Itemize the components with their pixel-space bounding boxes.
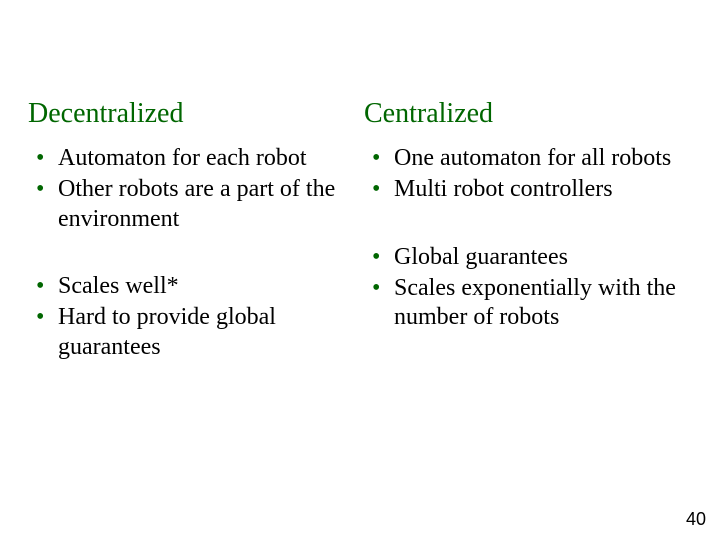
left-bullets-group-2: Scales well* Hard to provide global guar… (28, 272, 356, 362)
list-item: Hard to provide global guarantees (36, 303, 356, 362)
right-bullets-group-1: One automaton for all robots Multi robot… (364, 144, 692, 205)
left-heading: Decentralized (28, 98, 356, 130)
list-item: One automaton for all robots (372, 144, 692, 173)
list-item: Scales exponentially with the number of … (372, 274, 692, 333)
list-item: Other robots are a part of the environme… (36, 175, 356, 234)
left-column: Decentralized Automaton for each robot O… (28, 98, 356, 400)
two-column-layout: Decentralized Automaton for each robot O… (0, 0, 720, 400)
right-bullets-group-2: Global guarantees Scales exponentially w… (364, 243, 692, 333)
right-column: Centralized One automaton for all robots… (364, 98, 692, 400)
page-number: 40 (686, 509, 706, 530)
slide: Decentralized Automaton for each robot O… (0, 0, 720, 540)
list-item: Scales well* (36, 272, 356, 301)
list-item: Global guarantees (372, 243, 692, 272)
right-heading: Centralized (364, 98, 692, 130)
list-item: Automaton for each robot (36, 144, 356, 173)
left-bullets-group-1: Automaton for each robot Other robots ar… (28, 144, 356, 234)
list-item: Multi robot controllers (372, 175, 692, 204)
